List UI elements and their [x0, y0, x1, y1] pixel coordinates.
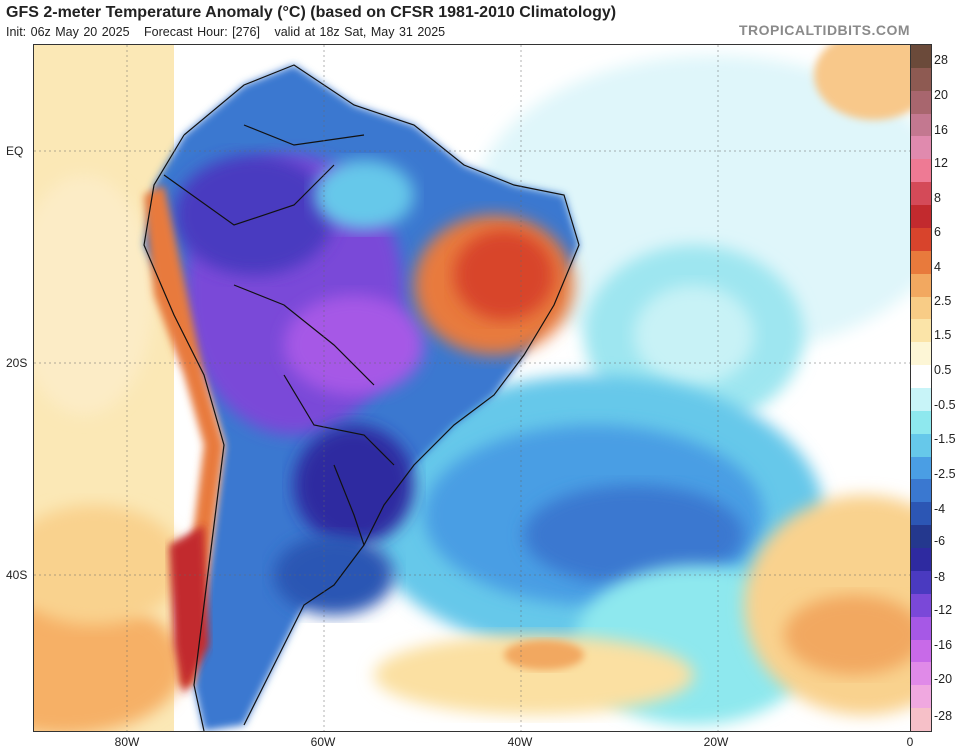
lat-label-40s: 40S: [6, 568, 28, 582]
colorbar-swatch: [911, 616, 931, 641]
colorbar-swatch: [911, 502, 931, 526]
colorbar-swatch: [911, 319, 931, 343]
colorbar-tick-label: -0.5: [934, 398, 956, 412]
graticule: [34, 45, 910, 731]
ocean-anomaly-field: [34, 45, 910, 731]
colorbar-swatch: [911, 296, 931, 320]
site-watermark: TROPICALTIDBITS.COM: [738, 22, 910, 38]
colorbar-swatch: [911, 479, 931, 503]
colorbar-tick-label: 0.5: [934, 363, 952, 377]
colorbar-swatch: [911, 273, 931, 298]
colorbar-swatch: [911, 45, 931, 69]
colorbar-tick-label: -16: [934, 638, 953, 652]
chart-title: GFS 2-meter Temperature Anomaly (°C) (ba…: [6, 4, 617, 21]
colorbar-swatch: [911, 662, 931, 686]
colorbar-tick-label: -1.5: [934, 432, 956, 446]
colorbar-tick-label: 4: [934, 260, 941, 274]
colorbar: [910, 44, 932, 732]
colorbar-swatch: [911, 205, 931, 229]
forecast-hour: Forecast Hour: [276]: [144, 25, 260, 39]
colorbar-swatch: [911, 433, 931, 458]
lat-label-20s: 20S: [6, 356, 28, 370]
colorbar-tick-label: 6: [934, 225, 941, 239]
continent-anomaly-field: [144, 65, 579, 731]
run-info: Init: 06z May 20 2025 Forecast Hour: [27…: [6, 25, 455, 39]
lat-label-eq: EQ: [6, 144, 24, 158]
colorbar-tick-label: 2.5: [934, 294, 952, 308]
colorbar-tick-label: -4: [934, 502, 946, 516]
colorbar-swatch: [911, 159, 931, 183]
valid-time: valid at 18z Sat, May 31 2025: [274, 25, 446, 39]
colorbar-tick-label: 1.5: [934, 328, 952, 342]
temperature-anomaly-map[interactable]: [33, 44, 911, 732]
colorbar-tick-label: -8: [934, 570, 946, 584]
colorbar-swatch: [911, 548, 931, 572]
colorbar-swatch: [911, 708, 931, 732]
colorbar-tick-label: 8: [934, 191, 941, 205]
colorbar-swatch: [911, 342, 931, 366]
colorbar-swatch: [911, 525, 931, 549]
lon-label-0: 0: [906, 735, 914, 749]
colorbar-swatch: [911, 456, 931, 480]
colorbar-swatch: [911, 365, 931, 389]
colorbar-tick-label: 16: [934, 123, 948, 137]
colorbar-swatch: [911, 639, 931, 663]
colorbar-tick-label: -20: [934, 672, 953, 686]
colorbar-swatch: [911, 113, 931, 137]
colorbar-tick-label: -6: [934, 534, 946, 548]
colorbar-swatch: [911, 182, 931, 206]
lon-label-60w: 60W: [310, 735, 336, 749]
colorbar-swatch: [911, 593, 931, 618]
colorbar-swatch: [911, 685, 931, 709]
borders: [143, 64, 580, 731]
colorbar-swatch: [911, 250, 931, 275]
lon-label-40w: 40W: [507, 735, 533, 749]
colorbar-tick-label: 12: [934, 156, 948, 170]
lon-label-20w: 20W: [703, 735, 729, 749]
colorbar-tick-label: 28: [934, 53, 948, 67]
init-time: Init: 06z May 20 2025: [6, 25, 130, 39]
colorbar-swatch: [911, 227, 931, 252]
colorbar-tick-label: -2.5: [934, 467, 956, 481]
colorbar-swatch: [911, 67, 931, 92]
colorbar-tick-label: -28: [934, 709, 953, 723]
colorbar-tick-label: -12: [934, 603, 953, 617]
lon-label-80w: 80W: [114, 735, 140, 749]
colorbar-swatch: [911, 410, 931, 435]
colorbar-swatch: [911, 388, 931, 412]
colorbar-swatch: [911, 90, 931, 115]
colorbar-swatch: [911, 136, 931, 160]
colorbar-tick-label: 20: [934, 88, 948, 102]
colorbar-swatch: [911, 570, 931, 595]
